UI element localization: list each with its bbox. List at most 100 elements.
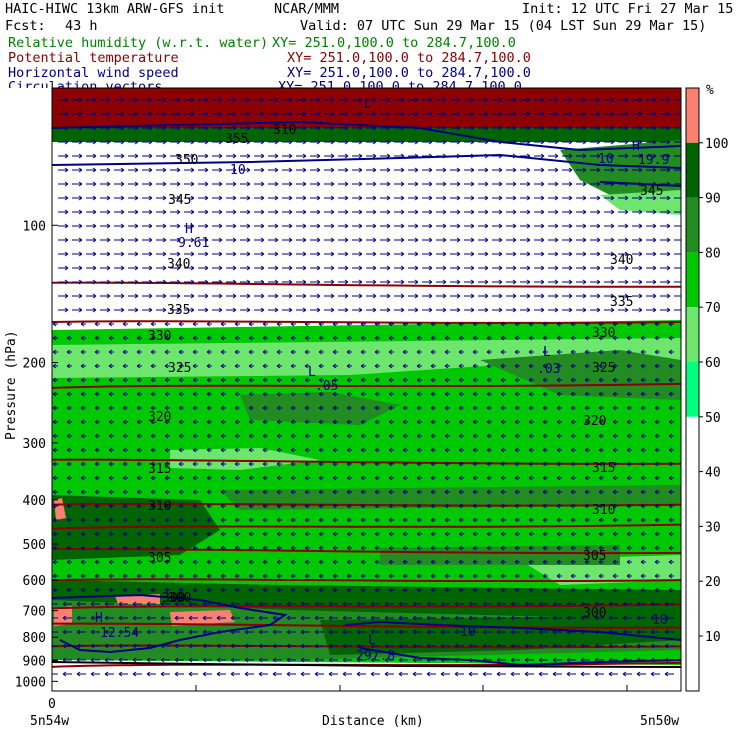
wind-vector (584, 503, 590, 509)
wind-vector (108, 573, 114, 579)
wind-vector (52, 545, 58, 551)
colorbar-unit: % (706, 83, 714, 98)
wind-vector (534, 125, 545, 131)
wind-vector (436, 97, 447, 103)
wind-vector (500, 517, 506, 523)
wind-vector (310, 307, 321, 313)
theta-label: 320 (583, 414, 606, 429)
wind-vector (338, 195, 349, 201)
wind-vector (240, 293, 251, 299)
wind-label: 10 (460, 625, 476, 640)
wind-vector (324, 97, 335, 103)
wind-vector (122, 573, 128, 579)
wind-vector (226, 195, 237, 201)
wind-vector (150, 391, 156, 397)
wind-vector (244, 671, 254, 677)
wind-vector (268, 293, 279, 299)
wind-vector (276, 391, 282, 397)
wind-vector (198, 293, 209, 299)
wind-vector (426, 615, 436, 621)
wind-vector (486, 433, 492, 439)
wind-vector (618, 265, 629, 271)
wind-vector (346, 503, 352, 509)
wind-vector (486, 447, 492, 453)
wind-vector (416, 517, 422, 523)
wind-vector (192, 517, 198, 523)
wind-vector (164, 475, 170, 481)
wind-vector (128, 237, 139, 243)
wind-vector (128, 97, 139, 103)
theta-contour (52, 382, 681, 389)
wind-vector (506, 209, 517, 215)
wind-vector (426, 601, 436, 607)
wind-vector (388, 447, 394, 453)
wind-vector (184, 97, 195, 103)
wind-vector (618, 209, 629, 215)
wind-vector (626, 433, 632, 439)
wind-vector (612, 405, 618, 411)
wind-vector (528, 405, 534, 411)
wind-vector (300, 643, 310, 649)
wind-vector (324, 237, 335, 243)
wind-vector (534, 223, 545, 229)
wind-vector (556, 545, 562, 551)
wind-vector (604, 293, 615, 299)
wind-vector (422, 181, 433, 187)
wind-vector (374, 349, 380, 355)
wind-vector (146, 601, 156, 607)
wind-vector (80, 433, 86, 439)
wind-vector (538, 671, 548, 677)
wind-vector (426, 643, 436, 649)
theta-label: 305 (583, 549, 606, 564)
wind-vector (668, 573, 674, 579)
wind-vector (248, 335, 254, 341)
wind-vector (556, 489, 562, 495)
wind-vector (422, 279, 433, 285)
wind-vector (80, 335, 86, 341)
wind-vector (520, 265, 531, 271)
wind-vector (132, 643, 142, 649)
wind-vector (632, 153, 643, 159)
wind-vector (310, 251, 321, 257)
wind-vector (360, 573, 366, 579)
wind-vector (72, 293, 83, 299)
wind-vector (94, 545, 100, 551)
wind-vector (324, 111, 335, 117)
wind-vector (58, 167, 69, 173)
wind-vector (458, 433, 464, 439)
wind-vector (506, 195, 517, 201)
wind-vector (654, 447, 660, 453)
wind-vector (590, 293, 601, 299)
wind-vector (584, 531, 590, 537)
wind-vector (184, 237, 195, 243)
wind-vector (356, 643, 366, 649)
wind-vector (640, 545, 646, 551)
wind-vector (618, 153, 629, 159)
wind-vector (668, 461, 674, 467)
wind-vector (352, 265, 363, 271)
wind-vector (626, 377, 632, 383)
wind-vector (388, 489, 394, 495)
wind-vector (444, 503, 450, 509)
wind-vector (192, 433, 198, 439)
y-tick-label: 800 (23, 631, 46, 646)
wind-vector (332, 545, 338, 551)
wind-vector (254, 251, 265, 257)
wind-vector (188, 615, 198, 621)
wind-vector (660, 153, 671, 159)
wind-label: 10 (230, 163, 246, 178)
wind-vector (356, 629, 366, 635)
wind-vector (548, 265, 559, 271)
wind-vector (464, 223, 475, 229)
wind-vector (290, 489, 296, 495)
wind-vector (52, 433, 58, 439)
wind-vector (226, 125, 237, 131)
wind-vector (450, 251, 461, 257)
wind-vector (444, 447, 450, 453)
wind-vector (324, 307, 335, 313)
wind-vector (408, 265, 419, 271)
wind-vector (612, 391, 618, 397)
theta-label: 300 (168, 591, 191, 606)
wind-vector (132, 615, 142, 621)
wind-vector (318, 447, 324, 453)
